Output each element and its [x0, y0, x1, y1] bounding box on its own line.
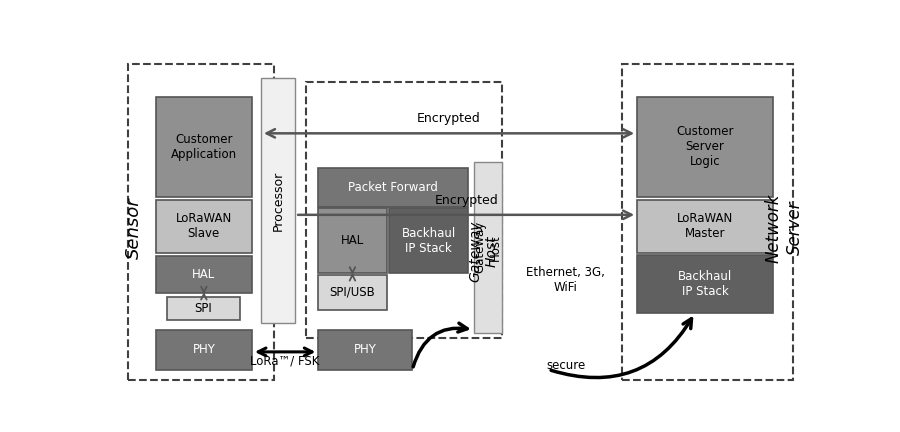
Text: Encrypted: Encrypted: [418, 112, 481, 125]
Bar: [390, 208, 468, 273]
Text: PHY: PHY: [193, 343, 215, 356]
Text: Processor: Processor: [271, 171, 284, 231]
Bar: [306, 82, 501, 338]
Bar: [156, 330, 252, 369]
Bar: [166, 297, 240, 320]
Text: Backhaul
IP Stack: Backhaul IP Stack: [401, 227, 456, 254]
Text: Customer
Server
Logic: Customer Server Logic: [676, 125, 733, 168]
Text: Ethernet, 3G,
WiFi: Ethernet, 3G, WiFi: [526, 266, 606, 294]
Text: HAL: HAL: [193, 268, 215, 281]
Text: SPI: SPI: [194, 302, 212, 315]
Bar: [473, 162, 501, 333]
Text: PHY: PHY: [354, 343, 377, 356]
Text: Packet Forward: Packet Forward: [348, 181, 438, 194]
Bar: [319, 330, 412, 369]
Text: HAL: HAL: [341, 234, 365, 247]
Text: Network
Server: Network Server: [765, 194, 804, 263]
Bar: [637, 200, 773, 253]
Bar: [637, 255, 773, 313]
Bar: [156, 257, 252, 293]
Text: Gateway
Host: Gateway Host: [473, 221, 502, 273]
Bar: [319, 208, 387, 273]
Bar: [319, 168, 468, 206]
Text: LoRaWAN
Slave: LoRaWAN Slave: [176, 213, 232, 241]
Text: secure: secure: [546, 359, 586, 372]
Bar: [637, 97, 773, 197]
Text: Customer
Application: Customer Application: [171, 133, 237, 161]
Bar: [261, 79, 294, 323]
Text: LoRa™/ FSK: LoRa™/ FSK: [250, 355, 320, 368]
Bar: [156, 200, 252, 253]
Text: Sensor: Sensor: [124, 197, 142, 259]
Text: LoRaWAN
Master: LoRaWAN Master: [677, 213, 733, 241]
Text: Backhaul
IP Stack: Backhaul IP Stack: [678, 270, 733, 298]
Bar: [156, 97, 252, 197]
Bar: [319, 275, 387, 310]
Text: Encrypted: Encrypted: [435, 194, 498, 206]
Text: SPI/USB: SPI/USB: [329, 286, 375, 299]
Bar: [128, 64, 274, 381]
Bar: [622, 64, 793, 381]
Text: Gateway
Host: Gateway Host: [469, 221, 499, 282]
